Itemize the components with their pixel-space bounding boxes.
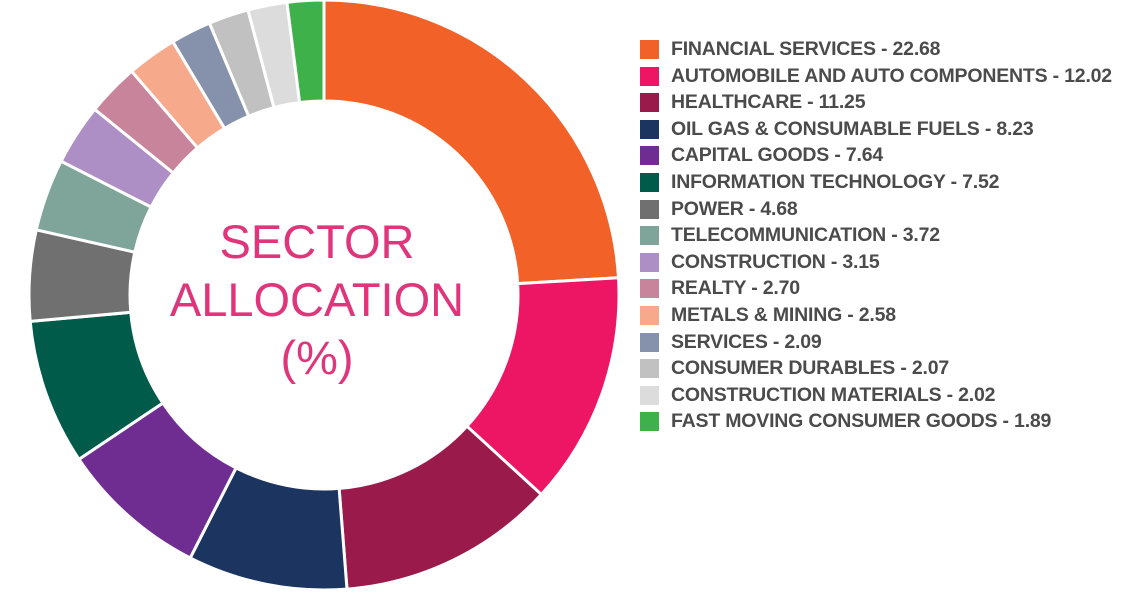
legend-swatch-14 <box>640 385 659 405</box>
legend-swatch-7 <box>640 199 659 219</box>
legend-item-7: POWER - 4.68 <box>640 196 1120 223</box>
legend-label-15: FAST MOVING CONSUMER GOODS - 1.89 <box>671 410 1052 433</box>
legend-item-3: HEALTHCARE - 11.25 <box>640 89 1120 116</box>
legend-item-1: FINANCIAL SERVICES - 22.68 <box>640 36 1120 63</box>
legend-label-1: FINANCIAL SERVICES - 22.68 <box>671 38 941 60</box>
legend-label-5: CAPITAL GOODS - 7.64 <box>671 144 883 167</box>
legend-item-6: INFORMATION TECHNOLOGY - 7.52 <box>640 169 1120 196</box>
legend-item-12: SERVICES - 2.09 <box>640 329 1120 356</box>
pie-slice-15 <box>285 0 326 105</box>
legend-item-9: CONSTRUCTION - 3.15 <box>640 249 1120 276</box>
legend-label-11: METALS & MINING - 2.58 <box>671 303 896 326</box>
chart-legend: FINANCIAL SERVICES - 22.68 AUTOMOBILE AND… <box>640 36 1120 435</box>
legend-item-13: CONSUMER DURABLES - 2.07 <box>640 355 1120 382</box>
legend-label-4: OIL GAS & CONSUMABLE FUELS - 8.23 <box>671 117 1034 140</box>
legend-label-7: POWER - 4.68 <box>671 197 798 220</box>
legend-label-12: SERVICES - 2.09 <box>671 330 822 353</box>
legend-label-13: CONSUMER DURABLES - 2.07 <box>671 357 949 380</box>
legend-label-14: CONSTRUCTION MATERIALS - 2.02 <box>671 383 996 406</box>
center-title-line-2: ALLOCATION <box>169 273 465 326</box>
legend-swatch-10 <box>640 279 659 299</box>
legend-swatch-13 <box>640 359 659 379</box>
legend-swatch-1 <box>640 40 659 59</box>
legend-swatch-15 <box>640 412 659 432</box>
legend-swatch-6 <box>640 172 659 192</box>
legend-swatch-4 <box>640 119 659 139</box>
legend-item-11: METALS & MINING - 2.58 <box>640 302 1120 329</box>
legend-swatch-5 <box>640 146 659 166</box>
legend-item-10: REALTY - 2.70 <box>640 275 1120 302</box>
legend-swatch-8 <box>640 226 659 246</box>
center-title-line-3: (%) <box>280 331 354 384</box>
legend-label-9: CONSTRUCTION - 3.15 <box>671 250 880 273</box>
legend-label-10: REALTY - 2.70 <box>671 277 800 300</box>
legend-swatch-3 <box>640 93 659 113</box>
legend-item-8: TELECOMMUNICATION - 3.72 <box>640 222 1120 249</box>
donut-chart <box>27 0 621 592</box>
legend-swatch-9 <box>640 252 659 272</box>
legend-item-5: CAPITAL GOODS - 7.64 <box>640 142 1120 169</box>
chart-center-title: SECTOR ALLOCATION (%) <box>143 213 491 387</box>
legend-swatch-12 <box>640 332 659 352</box>
pie-slice-1 <box>322 0 620 286</box>
legend-label-8: TELECOMMUNICATION - 3.72 <box>671 224 940 247</box>
legend-item-15: FAST MOVING CONSUMER GOODS - 1.89 <box>640 408 1120 435</box>
legend-label-6: INFORMATION TECHNOLOGY - 7.52 <box>671 170 1000 193</box>
legend-item-2: AUTOMOBILE AND AUTO COMPONENTS - 12.02 <box>640 63 1120 90</box>
legend-label-3: HEALTHCARE - 11.25 <box>671 91 866 114</box>
center-title-line-1: SECTOR <box>219 215 415 268</box>
legend-label-2: AUTOMOBILE AND AUTO COMPONENTS - 12.02 <box>671 64 1112 87</box>
legend-swatch-11 <box>640 305 659 325</box>
legend-swatch-2 <box>640 66 659 86</box>
legend-item-14: CONSTRUCTION MATERIALS - 2.02 <box>640 382 1120 409</box>
legend-item-4: OIL GAS & CONSUMABLE FUELS - 8.23 <box>640 116 1120 143</box>
